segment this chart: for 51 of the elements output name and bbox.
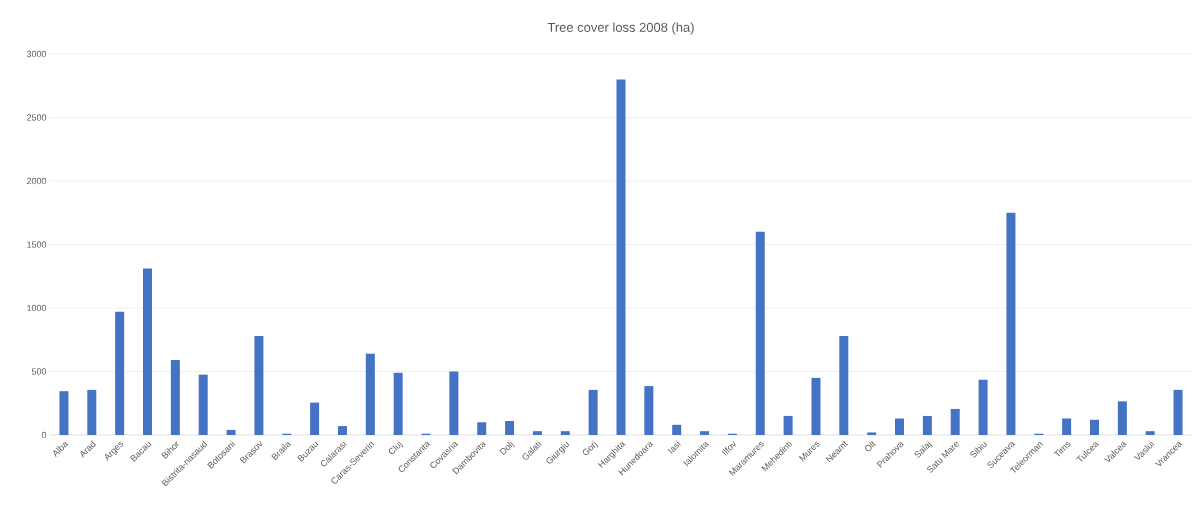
bar bbox=[672, 424, 682, 435]
bar bbox=[811, 377, 821, 435]
bar bbox=[115, 311, 125, 435]
bar bbox=[393, 372, 403, 435]
y-tick-label: 0 bbox=[41, 431, 47, 439]
x-tick-label: Olt bbox=[865, 441, 877, 452]
bar bbox=[365, 353, 375, 435]
bar bbox=[198, 374, 208, 435]
bar bbox=[310, 402, 320, 435]
bar bbox=[560, 431, 570, 435]
bar bbox=[449, 371, 459, 435]
x-tick-label: Tims bbox=[1053, 442, 1071, 457]
bar bbox=[839, 335, 849, 435]
bar bbox=[87, 389, 97, 435]
bar bbox=[895, 418, 905, 435]
bar bbox=[978, 379, 988, 435]
bar bbox=[477, 422, 487, 435]
y-tick-label: 2000 bbox=[27, 177, 47, 185]
bar bbox=[922, 415, 932, 435]
bar bbox=[59, 391, 69, 435]
bar bbox=[337, 426, 347, 435]
bar bbox=[1089, 419, 1099, 435]
y-tick-label: 1500 bbox=[27, 241, 47, 248]
x-tick-label: Alba bbox=[53, 442, 69, 458]
bar bbox=[783, 415, 793, 435]
bar bbox=[170, 360, 180, 435]
bar bbox=[700, 431, 710, 435]
y-tick-label: 2500 bbox=[27, 114, 47, 121]
bar bbox=[1145, 431, 1155, 435]
y-tick-label: 1000 bbox=[27, 304, 47, 312]
y-tick-label: 500 bbox=[31, 368, 47, 375]
bar bbox=[1117, 401, 1127, 435]
bar bbox=[755, 231, 765, 435]
x-tick-label: Dolj bbox=[499, 440, 515, 455]
x-tick-label: Iasi bbox=[667, 440, 681, 454]
bar bbox=[142, 268, 152, 435]
bar bbox=[644, 386, 654, 435]
x-tick-label: Gorj bbox=[582, 440, 599, 456]
chart-title: Tree cover loss 2008 (ha) bbox=[547, 22, 694, 35]
bar bbox=[1173, 389, 1183, 435]
bar bbox=[867, 432, 877, 435]
bar bbox=[226, 429, 236, 435]
bar bbox=[532, 431, 542, 435]
bar bbox=[254, 335, 264, 435]
bar bbox=[505, 421, 515, 435]
y-tick-label: 3000 bbox=[26, 50, 47, 58]
bar bbox=[616, 79, 626, 435]
bar bbox=[1006, 212, 1016, 435]
bar bbox=[1062, 418, 1072, 435]
bar bbox=[588, 389, 598, 435]
bar bbox=[950, 408, 960, 435]
